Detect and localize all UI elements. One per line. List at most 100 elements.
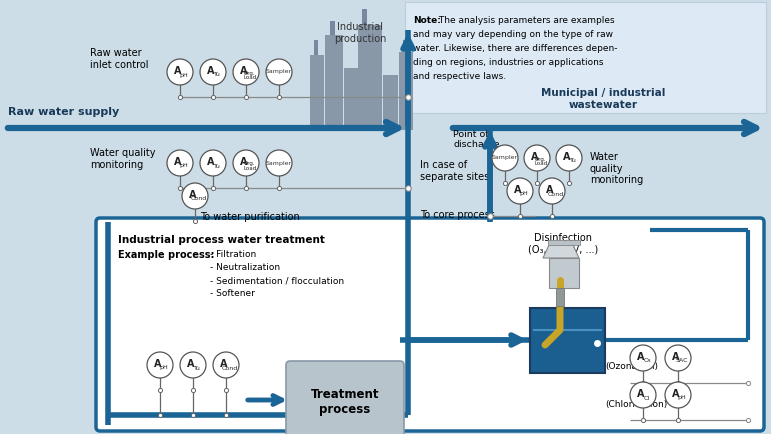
Text: A: A xyxy=(221,359,227,369)
Text: A: A xyxy=(241,157,247,167)
Text: Load: Load xyxy=(244,75,257,80)
Text: A: A xyxy=(564,152,571,162)
Text: Tu: Tu xyxy=(214,72,221,78)
Text: A: A xyxy=(672,352,680,362)
Text: pH: pH xyxy=(160,365,168,371)
Circle shape xyxy=(200,59,226,85)
Text: Cond: Cond xyxy=(222,365,238,371)
Circle shape xyxy=(233,59,259,85)
Bar xyxy=(399,52,413,130)
Circle shape xyxy=(492,145,518,171)
Text: Load: Load xyxy=(244,166,257,171)
Bar xyxy=(530,308,605,373)
Text: In case of
separate sites: In case of separate sites xyxy=(420,160,490,181)
Circle shape xyxy=(213,352,239,378)
Text: (Chlorination): (Chlorination) xyxy=(605,400,667,408)
FancyBboxPatch shape xyxy=(286,361,404,434)
Text: A: A xyxy=(207,66,215,76)
Text: Water
quality
monitoring: Water quality monitoring xyxy=(590,152,643,185)
Text: Org.: Org. xyxy=(244,161,256,167)
Text: Point of
discharge: Point of discharge xyxy=(453,130,500,149)
Text: - Sedimentation / flocculation: - Sedimentation / flocculation xyxy=(210,276,344,285)
Text: Example process:: Example process: xyxy=(118,250,214,260)
Text: and may vary depending on the type of raw: and may vary depending on the type of ra… xyxy=(413,30,613,39)
Text: pH: pH xyxy=(520,191,528,197)
Text: Note:: Note: xyxy=(413,16,441,25)
Text: To core process: To core process xyxy=(420,210,495,220)
Bar xyxy=(314,40,318,55)
Bar xyxy=(403,40,407,52)
Circle shape xyxy=(665,345,691,371)
Bar xyxy=(344,68,358,130)
Bar xyxy=(362,9,367,25)
Bar xyxy=(556,288,564,306)
Text: Tu: Tu xyxy=(194,365,200,371)
Text: Sampler: Sampler xyxy=(492,155,518,161)
Text: Industrial
production: Industrial production xyxy=(334,22,386,43)
Text: (Ozonation): (Ozonation) xyxy=(605,362,658,372)
Text: Tu: Tu xyxy=(214,164,221,168)
Circle shape xyxy=(524,145,550,171)
FancyBboxPatch shape xyxy=(96,218,764,431)
Circle shape xyxy=(200,150,226,176)
Text: and respective laws.: and respective laws. xyxy=(413,72,506,81)
Text: Industrial process water treatment: Industrial process water treatment xyxy=(118,235,325,245)
Circle shape xyxy=(180,352,206,378)
Bar xyxy=(548,240,580,245)
Text: A: A xyxy=(531,152,539,162)
Circle shape xyxy=(233,150,259,176)
Circle shape xyxy=(539,178,565,204)
Text: A: A xyxy=(638,389,645,399)
Text: Load: Load xyxy=(534,161,547,166)
Text: Treatment
process: Treatment process xyxy=(311,388,379,416)
Text: Water quality
monitoring: Water quality monitoring xyxy=(90,148,156,170)
Text: To water purification: To water purification xyxy=(200,212,300,222)
Bar xyxy=(383,75,398,130)
Text: A: A xyxy=(241,66,247,76)
Text: A: A xyxy=(174,66,182,76)
Circle shape xyxy=(556,145,582,171)
Circle shape xyxy=(266,150,292,176)
Text: A: A xyxy=(546,185,554,195)
Polygon shape xyxy=(543,245,579,258)
Text: water. Likewise, there are differences depen-: water. Likewise, there are differences d… xyxy=(413,44,618,53)
Text: A: A xyxy=(638,352,645,362)
Text: A: A xyxy=(672,389,680,399)
Text: Cond: Cond xyxy=(191,197,207,201)
Bar xyxy=(325,35,343,130)
Text: Org.: Org. xyxy=(535,157,547,161)
Text: Sampler: Sampler xyxy=(266,69,292,75)
Text: A: A xyxy=(174,157,182,167)
Circle shape xyxy=(266,59,292,85)
Circle shape xyxy=(182,183,208,209)
Circle shape xyxy=(507,178,533,204)
Bar xyxy=(310,55,324,130)
Text: - Filtration: - Filtration xyxy=(210,250,256,259)
Text: A: A xyxy=(207,157,215,167)
Text: pH: pH xyxy=(678,395,686,401)
Text: Tu: Tu xyxy=(570,158,577,164)
Text: Org.: Org. xyxy=(244,70,256,76)
Text: Raw water
inlet control: Raw water inlet control xyxy=(90,48,149,69)
Text: A: A xyxy=(514,185,522,195)
Text: Municipal / industrial
wastewater: Municipal / industrial wastewater xyxy=(540,89,665,110)
Bar xyxy=(549,258,579,288)
Text: A: A xyxy=(189,190,197,200)
Text: A: A xyxy=(187,359,195,369)
Text: pH: pH xyxy=(180,164,188,168)
Text: ding on regions, industries or applications: ding on regions, industries or applicati… xyxy=(413,58,604,67)
Text: Disinfection
(O₃, Cl, UV, ...): Disinfection (O₃, Cl, UV, ...) xyxy=(528,233,598,255)
Circle shape xyxy=(167,59,193,85)
Text: Sampler: Sampler xyxy=(266,161,292,165)
Text: O₃: O₃ xyxy=(643,358,651,364)
Circle shape xyxy=(167,150,193,176)
Circle shape xyxy=(665,382,691,408)
FancyBboxPatch shape xyxy=(405,2,766,113)
Circle shape xyxy=(630,345,656,371)
Text: A: A xyxy=(154,359,162,369)
Text: The analysis parameters are examples: The analysis parameters are examples xyxy=(436,16,614,25)
Text: Cond: Cond xyxy=(548,191,564,197)
Text: Raw water supply: Raw water supply xyxy=(8,107,120,117)
Text: pH: pH xyxy=(180,72,188,78)
Text: - Softener: - Softener xyxy=(210,289,255,298)
